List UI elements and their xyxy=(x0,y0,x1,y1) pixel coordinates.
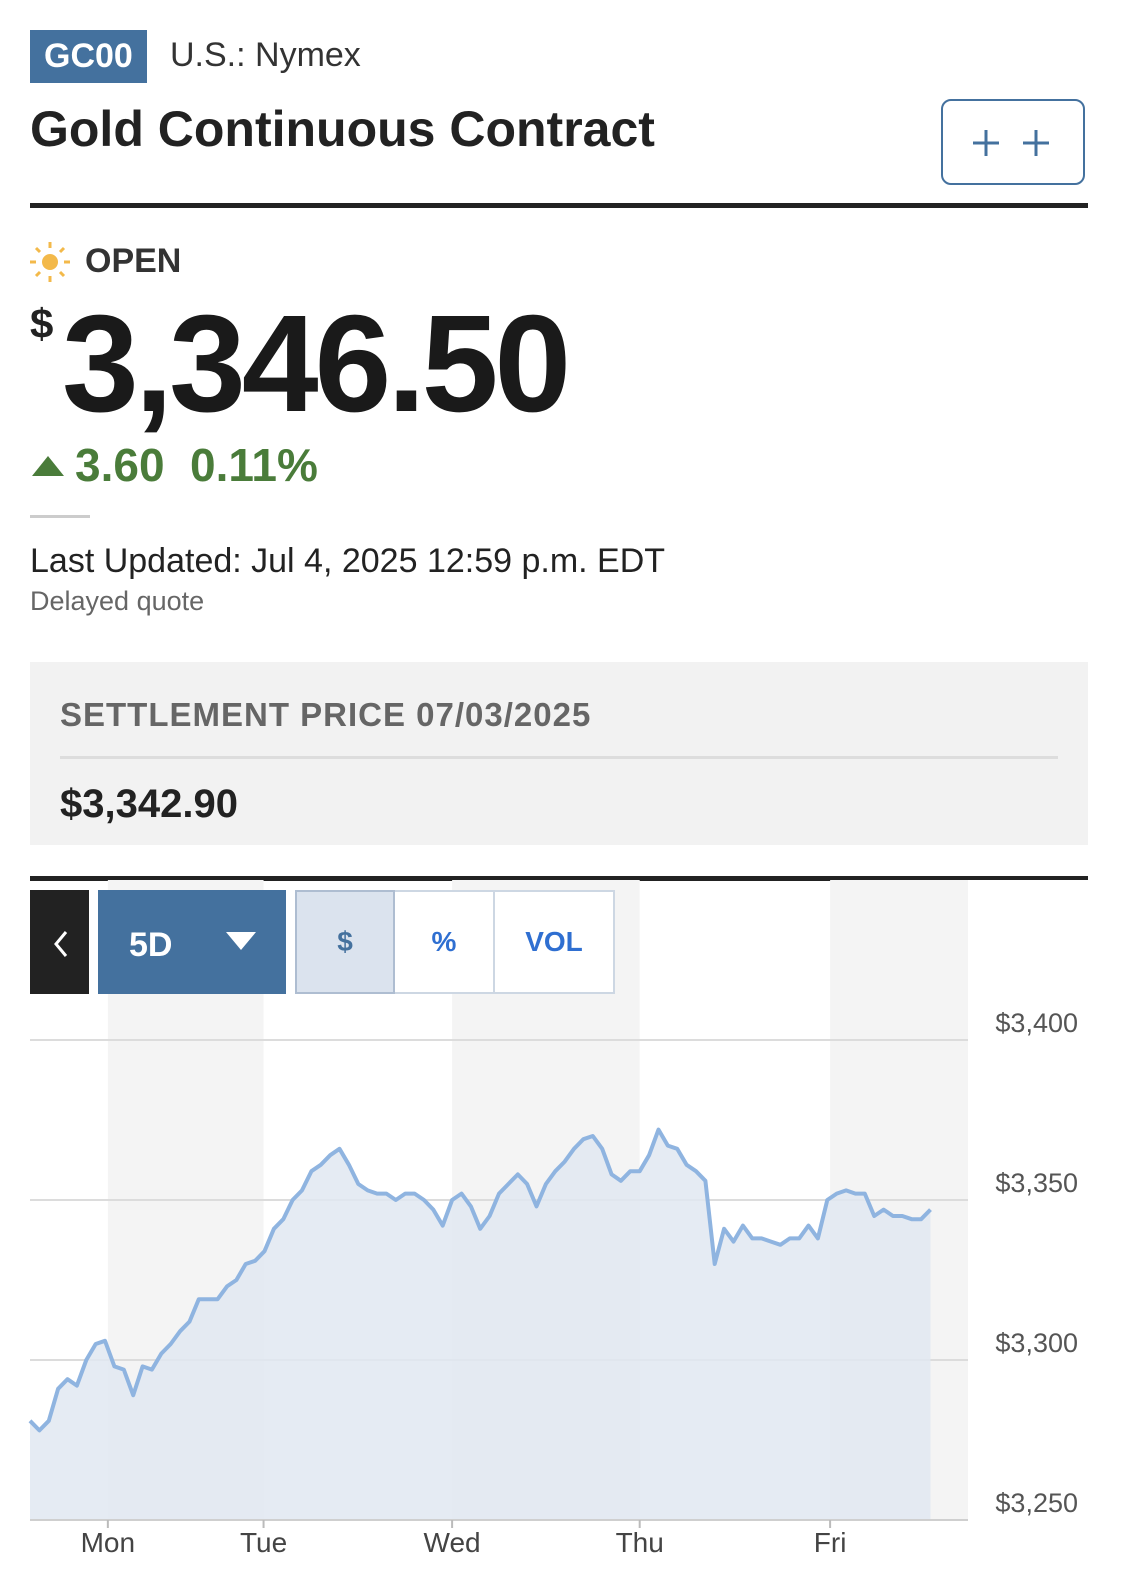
back-button[interactable] xyxy=(30,890,89,994)
x-tick-label: Fri xyxy=(814,1527,847,1558)
x-tick-label: Thu xyxy=(616,1527,664,1558)
divider xyxy=(60,756,1058,759)
dropdown-arrow xyxy=(226,932,256,950)
price-line xyxy=(28,1127,932,1433)
divider xyxy=(30,515,90,518)
range-dropdown[interactable]: 5D xyxy=(98,890,286,994)
mode-button[interactable]: $ xyxy=(295,890,395,994)
mode-button[interactable]: VOL xyxy=(495,890,615,994)
mode-toggle: $% VOL xyxy=(295,890,615,994)
sun-icon xyxy=(30,242,70,282)
divider xyxy=(30,876,1088,881)
change-percent: 0.11% xyxy=(190,439,318,491)
settlement-label: SETTLEMENT PRICE 07/03/2025 xyxy=(60,696,592,733)
x-tick-label: Tue xyxy=(240,1527,287,1558)
y-tick-label: $3,350 xyxy=(995,1168,1078,1198)
settlement-box xyxy=(30,662,1088,845)
exchange: U.S.: Nymex xyxy=(170,36,361,74)
y-tick-label: $3,300 xyxy=(995,1328,1078,1358)
currency-symbol: $ xyxy=(30,300,54,347)
plus-icons xyxy=(973,130,1049,156)
change: 3.60 xyxy=(75,439,165,491)
price: 3,346.50 xyxy=(62,287,571,441)
mode-button[interactable]: % xyxy=(395,890,495,994)
chevron xyxy=(54,931,68,957)
title: Gold Continuous Contract xyxy=(30,101,655,157)
divider xyxy=(30,203,1088,208)
market-status: OPEN xyxy=(85,242,182,280)
area-fill xyxy=(30,1129,931,1520)
x-tick-label: Mon xyxy=(81,1527,135,1558)
last-updated: Last Updated: Jul 4, 2025 12:59 p.m. EDT xyxy=(30,542,666,580)
x-tick-label: Wed xyxy=(424,1527,481,1558)
axis-panel xyxy=(968,880,1125,1578)
range-label: 5D xyxy=(129,926,173,964)
y-tick-label: $3,250 xyxy=(995,1488,1078,1518)
settlement-price: $3,342.90 xyxy=(60,782,238,826)
day-band xyxy=(830,880,968,1520)
up-arrow xyxy=(32,456,64,476)
symbol-badge: GC00 xyxy=(30,30,147,83)
y-tick-label: $3,400 xyxy=(995,1008,1078,1038)
watchlist-button[interactable] xyxy=(941,99,1085,185)
delayed-note: Delayed quote xyxy=(30,586,205,616)
